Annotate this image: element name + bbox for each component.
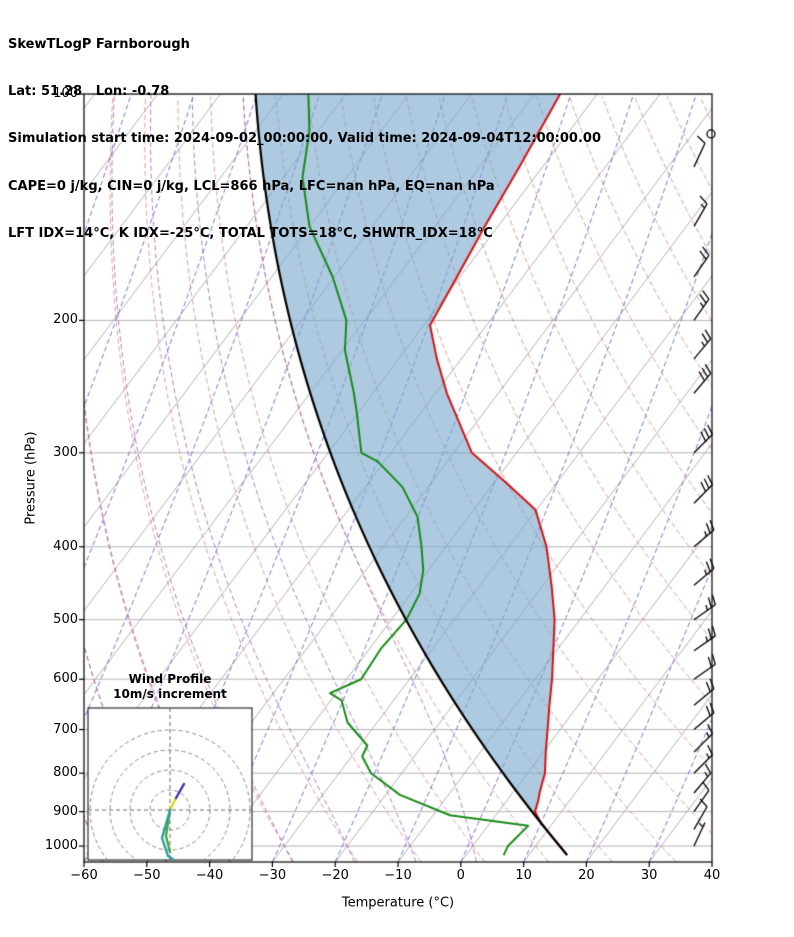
- x-tick-label: −10: [384, 868, 412, 883]
- x-tick-label: −40: [195, 868, 224, 883]
- x-tick-label: 20: [578, 868, 595, 883]
- figure-coords: Lat: 51.28 Lon: -0.78: [8, 83, 170, 99]
- x-tick-label: −60: [70, 868, 98, 883]
- x-axis-label: Temperature (°C): [341, 895, 455, 911]
- x-tick-label: −20: [321, 868, 349, 883]
- hodograph-title-line1: Wind Profile: [128, 672, 212, 686]
- figure-title: SkewTLogP Farnborough: [8, 36, 190, 52]
- y-tick-label: 400: [53, 538, 78, 554]
- x-tick-label: 30: [640, 868, 658, 883]
- y-tick-label: 100: [53, 86, 78, 101]
- x-tick-label: −50: [133, 868, 161, 883]
- x-tick-label: −30: [258, 868, 287, 883]
- y-tick-label: 300: [53, 444, 78, 460]
- hodograph-title: Wind Profile 10m/s increment: [113, 672, 227, 701]
- y-tick-label: 700: [53, 721, 78, 737]
- x-tick-label: 40: [703, 868, 721, 883]
- y-tick-label: 500: [53, 611, 78, 627]
- hodograph-title-line2: 10m/s increment: [113, 686, 227, 701]
- y-tick-label: 600: [53, 671, 78, 687]
- x-tick-label: 10: [515, 868, 532, 883]
- figure-indices-1: CAPE=0 j/kg, CIN=0 j/kg, LCL=866 hPa, LF…: [8, 178, 495, 194]
- x-tick-label: 0: [456, 868, 465, 883]
- y-axis-label: Pressure (hPa): [23, 431, 39, 525]
- y-tick-label: 800: [53, 765, 78, 781]
- y-tick-label: 1000: [44, 838, 78, 854]
- figure-indices-2: LFT IDX=14°C, K IDX=-25°C, TOTAL TOTS=18…: [8, 226, 493, 242]
- y-tick-label: 900: [53, 803, 78, 819]
- y-tick-label: 200: [53, 312, 78, 328]
- figure-times: Simulation start time: 2024-09-02_00:00:…: [8, 131, 601, 147]
- figure-header: SkewTLogP Farnborough Lat: 51.28 Lon: -0…: [8, 5, 601, 274]
